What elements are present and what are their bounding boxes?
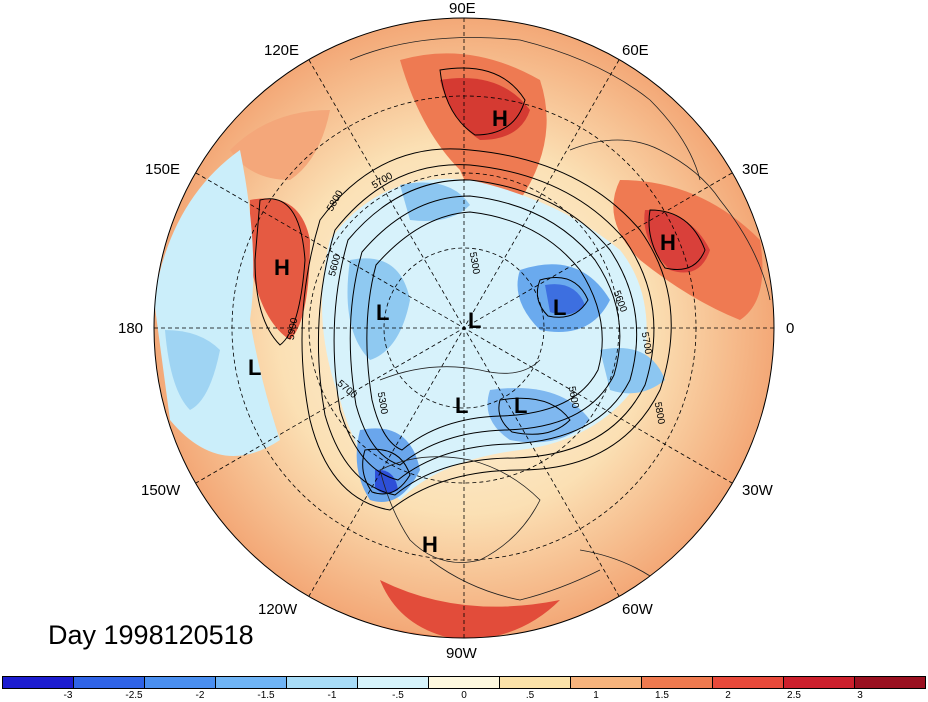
color-bar-tick-label: .5 bbox=[525, 690, 535, 701]
map-boundary bbox=[153, 17, 775, 639]
cool-anomaly-core-5 bbox=[400, 182, 470, 221]
color-bar-cell bbox=[784, 677, 855, 688]
color-bar-tick-label: 2.5 bbox=[787, 690, 801, 701]
cool-anomaly-core-3 bbox=[487, 388, 590, 443]
low-pressure-label: L bbox=[553, 295, 566, 320]
cool-anomaly-core-2-center bbox=[545, 284, 585, 315]
color-bar-cell bbox=[216, 677, 287, 688]
polar-stereographic-map: H H H H L L L L L L 5800 5700 5600 5300 … bbox=[153, 17, 775, 639]
longitude-label-90w: 90W bbox=[446, 645, 477, 662]
longitude-label-150w: 150W bbox=[141, 482, 181, 499]
contour-label: 5300 bbox=[375, 391, 390, 415]
high-pressure-label: H bbox=[422, 532, 438, 557]
color-bar-tick-label: 1.5 bbox=[655, 690, 669, 701]
color-bar bbox=[2, 676, 926, 689]
cool-anomaly-pacific-core bbox=[165, 330, 220, 410]
color-bar-cell bbox=[145, 677, 216, 688]
longitude-label-30w: 30W bbox=[742, 482, 773, 499]
contour-label: 5800 bbox=[652, 401, 667, 425]
warm-anomaly-west bbox=[250, 198, 310, 340]
contour-label: 5600 bbox=[566, 385, 581, 409]
color-bar-cell bbox=[500, 677, 571, 688]
high-pressure-label: H bbox=[492, 106, 508, 131]
longitude-label-180: 180 bbox=[118, 320, 144, 337]
color-bar-cell bbox=[713, 677, 784, 688]
longitude-label-120e: 120E bbox=[264, 42, 300, 59]
warm-anomaly-core-south bbox=[380, 580, 560, 638]
color-bar-cell bbox=[642, 677, 713, 688]
longitude-label-120w: 120W bbox=[258, 601, 298, 618]
low-pressure-label: L bbox=[455, 393, 468, 418]
color-bar-cell bbox=[358, 677, 429, 688]
color-bar-tick-label: 1 bbox=[593, 690, 599, 701]
pressure-system-labels: H H H H L L L L L L bbox=[248, 106, 676, 557]
color-bar-tick-label: -1 bbox=[327, 690, 337, 701]
color-bar-cell bbox=[855, 677, 925, 688]
color-bar-cell bbox=[74, 677, 145, 688]
high-pressure-label: H bbox=[274, 255, 290, 280]
color-bar-tick-label: 2 bbox=[725, 690, 731, 701]
high-pressure-label: H bbox=[660, 230, 676, 255]
color-bar-tick-label: -2 bbox=[195, 690, 205, 701]
contour-label: 5300 bbox=[467, 251, 482, 275]
contour-label: 5700 bbox=[639, 331, 654, 355]
color-bar-cell bbox=[571, 677, 642, 688]
color-bar-cell bbox=[287, 677, 358, 688]
longitude-label-60e: 60E bbox=[622, 42, 649, 59]
color-bar-tick-label: -.5 bbox=[392, 690, 404, 701]
color-bar-tick-label: 3 bbox=[857, 690, 863, 701]
warm-anomaly-core-east bbox=[644, 210, 710, 273]
longitude-label-30e: 30E bbox=[742, 161, 769, 178]
graticule bbox=[154, 18, 774, 638]
date-label: Day 1998120518 bbox=[48, 620, 254, 650]
low-pressure-label: L bbox=[468, 308, 481, 333]
height-contours bbox=[254, 67, 706, 511]
longitude-label-150e: 150E bbox=[145, 161, 181, 178]
color-bar-tick-label: -2.5 bbox=[125, 690, 143, 701]
longitude-label-90e: 90E bbox=[449, 0, 476, 17]
warm-anomaly-northwest bbox=[230, 110, 330, 180]
longitude-label-0: 0 bbox=[786, 320, 795, 337]
color-bar-tick-label: -3 bbox=[63, 690, 73, 701]
longitude-label-60w: 60W bbox=[622, 601, 653, 618]
color-bar-cell bbox=[429, 677, 500, 688]
color-bar-tick-label: -1.5 bbox=[257, 690, 275, 701]
cool-anomaly-core-4-center bbox=[375, 469, 398, 494]
color-bar-cell bbox=[3, 677, 74, 688]
cool-anomaly-core-1 bbox=[347, 258, 410, 360]
low-pressure-label: L bbox=[376, 300, 389, 325]
low-pressure-label: L bbox=[248, 355, 261, 380]
low-pressure-label: L bbox=[514, 393, 527, 418]
color-bar-tick-label: 0 bbox=[461, 690, 467, 701]
contour-label: 5900 bbox=[286, 317, 301, 341]
